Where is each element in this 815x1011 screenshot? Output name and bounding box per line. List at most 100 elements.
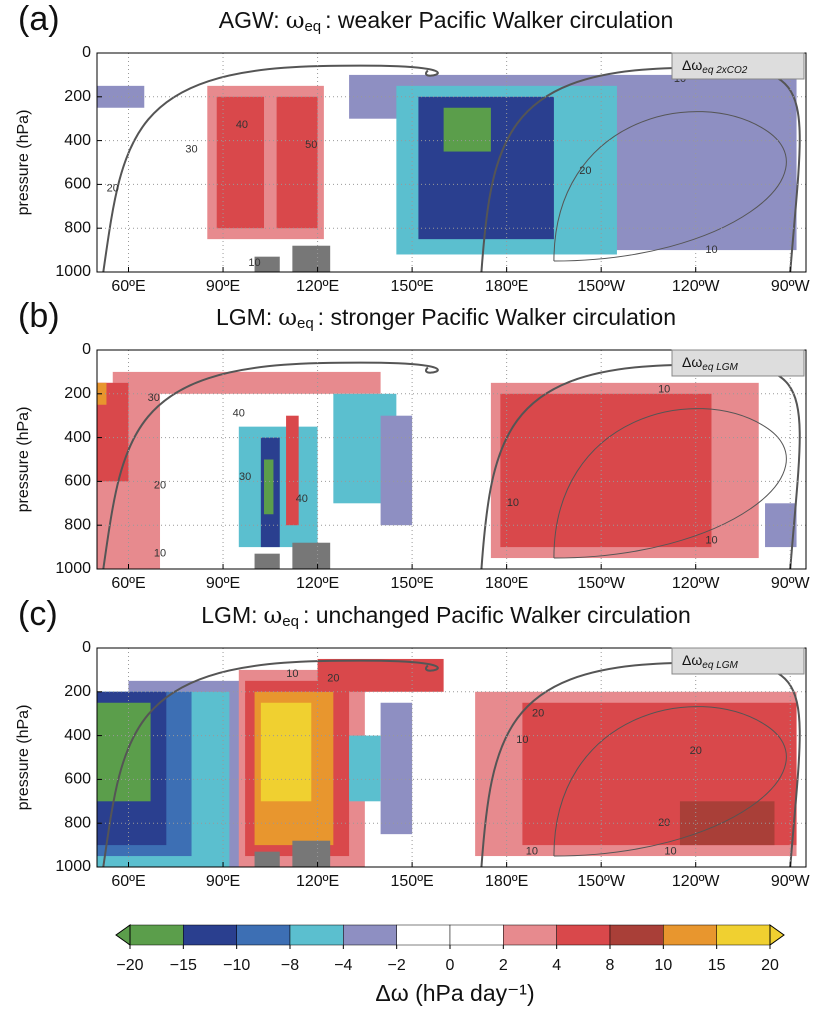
contour	[553, 111, 787, 262]
contour-label: 20	[327, 673, 339, 685]
topography	[292, 245, 331, 272]
contour-label: 10	[248, 257, 260, 269]
contour-label: 10	[286, 668, 298, 680]
y-tick-label: 0	[82, 44, 91, 61]
colorbar-tick-label: −10	[223, 957, 250, 974]
x-tick-label: 180ºE	[485, 575, 528, 592]
legend-box	[671, 647, 805, 675]
y-tick-label: 400	[64, 727, 91, 744]
contour-label: 20	[579, 165, 591, 177]
chart-title: AGW: ωeq: weaker Pacific Walker circulati…	[219, 7, 673, 35]
topography	[292, 542, 331, 569]
title-sub: eq	[304, 18, 321, 35]
cell	[679, 801, 775, 846]
x-tick-label: 90ºW	[771, 873, 811, 890]
y-tick-label: 200	[64, 385, 91, 402]
contour	[102, 361, 439, 570]
y-tick-label: 200	[64, 683, 91, 700]
contour-label: 30	[239, 471, 251, 483]
title-prefix: LGM:	[201, 602, 257, 628]
colorbar-swatch	[556, 924, 611, 946]
legend-symbol: Δω	[682, 354, 702, 370]
x-tick-label: 120ºW	[672, 873, 721, 890]
x-tick-label: 180ºE	[485, 278, 528, 295]
colorbar-swatch	[343, 924, 397, 946]
contour-label: 20	[107, 183, 119, 195]
cell	[317, 658, 444, 692]
contour-label: 40	[236, 119, 248, 131]
y-tick-label: 800	[64, 219, 91, 236]
contour	[102, 659, 439, 868]
contour	[480, 363, 801, 570]
panel-label: (a)	[18, 0, 60, 38]
colorbar-tick-label: 8	[606, 957, 615, 974]
contour-label: 10	[658, 383, 670, 395]
x-tick-label: 90ºE	[206, 873, 240, 890]
topography	[254, 256, 280, 272]
title-prefix: AGW:	[219, 7, 280, 33]
y-tick-label: 600	[64, 473, 91, 490]
contour-label: 10	[154, 548, 166, 560]
frame	[96, 52, 807, 273]
y-tick-label: 800	[64, 814, 91, 831]
legend-label: Δωeq 2xCO2	[682, 57, 748, 76]
y-tick-label: 1000	[55, 263, 91, 280]
legend-sub: eq LGM	[702, 660, 738, 671]
x-tick-label: 150ºW	[577, 575, 626, 592]
x-tick-label: 120ºE	[296, 278, 339, 295]
cell	[349, 735, 381, 802]
colorbar-label: Δω (hPa day⁻¹)	[375, 980, 534, 1006]
cell	[443, 107, 491, 152]
panel-label: (b)	[18, 297, 60, 335]
cell	[97, 702, 151, 802]
frame	[96, 647, 807, 868]
y-tick-label: 800	[64, 516, 91, 533]
y-axis-label: pressure (hPa)	[15, 407, 32, 513]
cell	[216, 96, 265, 229]
contour	[102, 64, 439, 273]
contour-label: 20	[690, 745, 702, 757]
y-tick-label: 400	[64, 132, 91, 149]
colorbar-tick-label: −20	[116, 957, 143, 974]
x-tick-label: 150ºE	[391, 873, 434, 890]
x-tick-label: 60ºE	[111, 873, 145, 890]
contour-label: 20	[532, 708, 544, 720]
title-sub: eq	[282, 613, 299, 630]
title-rest: : stronger Pacific Walker circulation	[318, 304, 676, 330]
y-tick-label: 600	[64, 771, 91, 788]
y-tick-label: 0	[82, 341, 91, 358]
contour-label: 30	[148, 392, 160, 404]
y-axis-label: pressure (hPa)	[15, 705, 32, 811]
legend-box	[671, 349, 805, 377]
contour	[553, 706, 787, 857]
colorbar-tick-label: −2	[388, 957, 406, 974]
title-rest: : unchanged Pacific Walker circulation	[303, 602, 691, 628]
y-tick-label: 600	[64, 176, 91, 193]
title-symbol: ω	[264, 603, 283, 629]
legend-sub: eq 2xCO2	[702, 65, 747, 76]
colorbar-extend	[115, 924, 131, 946]
x-tick-label: 60ºE	[111, 278, 145, 295]
legend-symbol: Δω	[682, 652, 702, 668]
colorbar-tick-label: 4	[552, 957, 561, 974]
colorbar-tick-label: 10	[654, 957, 672, 974]
legend-label: Δωeq LGM	[682, 652, 739, 671]
colorbar-swatch	[236, 924, 291, 946]
y-tick-label: 1000	[55, 858, 91, 875]
x-tick-label: 90ºW	[771, 575, 811, 592]
x-tick-label: 150ºE	[391, 575, 434, 592]
colorbar-swatch	[663, 924, 717, 946]
contour	[553, 408, 787, 559]
colorbar-swatch	[503, 924, 557, 946]
legend-box	[671, 52, 805, 80]
cell	[380, 702, 413, 835]
contour-label: 10	[516, 734, 528, 746]
contour-label: 10	[507, 497, 519, 509]
x-tick-label: 120ºE	[296, 873, 339, 890]
frame	[96, 349, 807, 570]
colorbar-tick-label: −4	[334, 957, 352, 974]
y-tick-label: 1000	[55, 560, 91, 577]
contour-label: 10	[705, 244, 717, 256]
contour-label: 20	[658, 817, 670, 829]
